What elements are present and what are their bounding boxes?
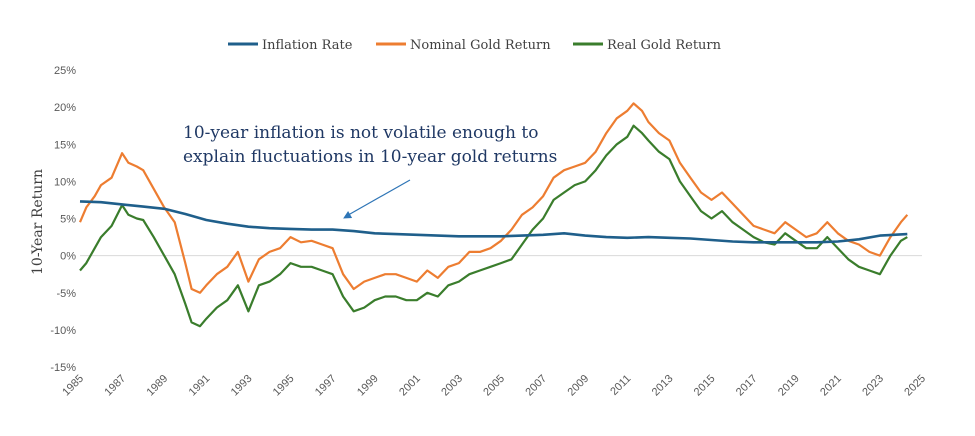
y-axis-label: 10-Year Return <box>30 169 46 275</box>
x-tick-label: 1999 <box>355 373 381 399</box>
x-tick-label: 1993 <box>229 373 255 399</box>
x-tick-label: 2021 <box>818 373 844 399</box>
x-tick-label: 1987 <box>102 373 128 399</box>
y-tick-label: -5% <box>56 288 76 300</box>
x-tick-label: 2003 <box>439 373 465 399</box>
x-tick-label: 1989 <box>145 373 171 399</box>
x-tick-label: 2017 <box>734 373 760 399</box>
x-tick-label: 2023 <box>860 373 886 399</box>
legend-label-inflation-rate: Inflation Rate <box>262 38 353 53</box>
annotation-line-1: 10-year inflation is not volatile enough… <box>183 123 538 143</box>
annotation-arrowhead <box>343 211 353 219</box>
x-tick-label: 1997 <box>313 373 339 399</box>
y-tick-label: 0% <box>60 251 76 263</box>
y-tick-label: 15% <box>54 139 76 151</box>
y-tick-label: 25% <box>54 65 76 77</box>
x-tick-label: 2011 <box>608 373 633 398</box>
x-tick-label: 2001 <box>397 373 423 399</box>
y-axis-ticks: 25% 20% 15% 10% 5% 0% -5% -10% -15% <box>50 65 76 374</box>
y-tick-label: 10% <box>54 176 76 188</box>
y-tick-label: 20% <box>54 102 76 114</box>
y-tick-label: -10% <box>50 325 76 337</box>
legend-label-real-gold-return: Real Gold Return <box>607 38 722 53</box>
x-tick-label: 1995 <box>271 373 297 399</box>
annotation-line-2: explain fluctuations in 10-year gold ret… <box>183 147 557 167</box>
x-tick-label: 2025 <box>902 373 928 399</box>
annotation: 10-year inflation is not volatile enough… <box>183 123 557 219</box>
series-lines <box>78 102 909 328</box>
y-tick-label: 5% <box>60 214 76 226</box>
x-tick-label: 2007 <box>523 373 549 399</box>
x-tick-label: 2009 <box>566 373 592 399</box>
y-tick-label: -15% <box>50 362 76 374</box>
series-line-inflation-rate <box>79 200 908 244</box>
x-axis-ticks: 1985 1987 1989 1991 1993 1995 1997 1999 2001 2003… <box>60 373 928 399</box>
x-tick-label: 2013 <box>650 373 676 399</box>
x-tick-label: 2005 <box>481 373 507 399</box>
x-tick-label: 1985 <box>60 373 86 399</box>
legend: Inflation Rate Nominal Gold Return Real … <box>228 38 722 53</box>
series-line-nominal-gold-return <box>78 102 909 294</box>
x-tick-label: 2019 <box>776 373 802 399</box>
x-tick-label: 2015 <box>692 373 718 399</box>
x-tick-label: 1991 <box>187 373 213 399</box>
legend-label-nominal-gold-return: Nominal Gold Return <box>410 38 551 53</box>
annotation-arrow <box>348 179 411 216</box>
